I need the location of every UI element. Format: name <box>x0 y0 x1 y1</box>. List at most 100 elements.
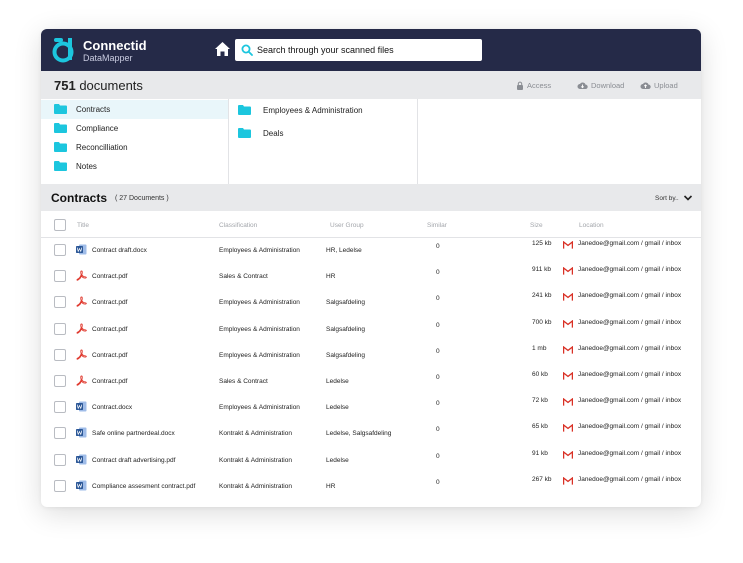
word-file-icon <box>76 427 87 438</box>
folder-employees-administration[interactable]: Employees & Administration <box>229 101 417 120</box>
upload-label: Upload <box>654 81 678 90</box>
row-checkbox[interactable] <box>54 270 66 283</box>
documents-bar: 751 documents Access Download Upload <box>41 71 701 99</box>
gmail-icon <box>563 293 573 302</box>
table-row[interactable]: Contract.docx Employees & Administration L… <box>41 394 701 420</box>
folder-icon <box>54 142 67 152</box>
file-title[interactable]: Contract.docx <box>92 404 133 412</box>
gmail-icon <box>563 424 573 433</box>
file-user-group: Salgsafdeling <box>326 299 366 307</box>
upload-button[interactable]: Upload <box>640 81 678 90</box>
folder-label: Employees & Administration <box>263 106 363 115</box>
file-size: 60 kb <box>532 370 548 378</box>
brand: Connectid DataMapper <box>83 39 147 63</box>
file-size: 91 kb <box>532 449 548 457</box>
folder-compliance[interactable]: Compliance <box>41 119 228 138</box>
connectid-logo-icon <box>52 38 74 63</box>
file-location: Janedoe@gmail.com / gmail / inbox <box>578 266 682 274</box>
file-title[interactable]: Compliance assesment contract.pdf <box>92 482 196 490</box>
file-title[interactable]: Safe online partnerdeal.docx <box>92 430 175 438</box>
row-checkbox[interactable] <box>54 401 66 414</box>
row-checkbox[interactable] <box>54 348 66 361</box>
table-row[interactable]: Contract.pdf Employees & Administration Sa… <box>41 342 701 368</box>
table-row[interactable]: Contract draft advertising.pdf Kontrakt &… <box>41 447 701 473</box>
folder-label: Notes <box>76 162 97 171</box>
folder-icon <box>54 104 67 114</box>
row-checkbox[interactable] <box>54 479 66 492</box>
table-row[interactable]: Contract.pdf Employees & Administration Sa… <box>41 289 701 315</box>
folder-column-1: Contracts Compliance Reconcilliation Not… <box>41 99 228 184</box>
home-icon[interactable] <box>214 41 231 58</box>
folder-contracts[interactable]: Contracts <box>41 100 228 119</box>
table-row[interactable]: Contract.pdf Sales & Contract HR 0 911 kb Jan… <box>41 263 701 289</box>
file-similar: 0 <box>436 321 440 329</box>
file-location: Janedoe@gmail.com / gmail / inbox <box>578 449 682 457</box>
table-row[interactable]: Contract.pdf Employees & Administration Sa… <box>41 316 701 342</box>
file-title[interactable]: Contract.pdf <box>92 377 128 385</box>
column-location[interactable]: Location <box>579 222 604 229</box>
file-similar: 0 <box>436 269 440 277</box>
folder-icon <box>54 123 67 133</box>
gmail-icon <box>563 476 573 485</box>
file-title[interactable]: Contract draft.docx <box>92 247 147 254</box>
file-classification: Sales & Contract <box>219 377 268 385</box>
column-user-group[interactable]: User Group <box>330 222 364 229</box>
table-row[interactable]: Contract draft.docx Employees & Administr… <box>41 237 701 263</box>
download-button[interactable]: Download <box>577 81 624 90</box>
file-title[interactable]: Contract.pdf <box>92 273 128 281</box>
file-location: Janedoe@gmail.com / gmail / inbox <box>578 397 682 405</box>
file-similar: 0 <box>436 295 440 303</box>
table-row[interactable]: Compliance assesment contract.pdf Kontrak… <box>41 473 701 499</box>
row-checkbox[interactable] <box>54 374 66 387</box>
file-user-group: Ledelse, Salgsafdeling <box>326 430 392 438</box>
row-checkbox[interactable] <box>54 427 66 440</box>
gmail-icon <box>563 241 573 249</box>
file-size: 1 mb <box>532 344 547 352</box>
row-checkbox[interactable] <box>54 322 66 335</box>
select-all-checkbox[interactable] <box>54 219 66 231</box>
folder-column-2: Employees & Administration Deals <box>228 99 418 184</box>
sort-dropdown[interactable]: Sort by.. <box>655 195 679 202</box>
file-user-group: Ledelse <box>326 377 349 385</box>
pdf-file-icon <box>76 296 87 308</box>
column-similar[interactable]: Similar <box>427 222 447 229</box>
file-title[interactable]: Contract.pdf <box>92 351 128 359</box>
gmail-icon <box>563 267 573 276</box>
file-title[interactable]: Contract.pdf <box>92 299 128 307</box>
row-checkbox[interactable] <box>54 296 66 309</box>
table-row[interactable]: Contract.pdf Sales & Contract Ledelse 0 60 k… <box>41 368 701 394</box>
column-size[interactable]: Size <box>530 222 543 229</box>
access-button[interactable]: Access <box>516 81 551 90</box>
file-classification: Sales & Contract <box>219 273 268 281</box>
file-title[interactable]: Contract draft advertising.pdf <box>92 456 176 464</box>
folder-panel: Contracts Compliance Reconcilliation Not… <box>41 99 701 184</box>
file-classification: Employees & Administration <box>219 299 300 307</box>
folder-notes[interactable]: Notes <box>41 157 228 176</box>
file-title[interactable]: Contract.pdf <box>92 325 128 333</box>
file-classification: Employees & Administration <box>219 247 300 254</box>
file-location: Janedoe@gmail.com / gmail / inbox <box>578 423 682 431</box>
search-bar[interactable] <box>235 39 482 61</box>
folder-label: Contracts <box>76 105 111 114</box>
row-checkbox[interactable] <box>54 244 66 256</box>
file-user-group: Salgsafdeling <box>326 325 366 333</box>
file-similar: 0 <box>436 478 440 486</box>
search-input[interactable] <box>257 39 477 61</box>
file-size: 125 kb <box>532 240 552 247</box>
file-size: 267 kb <box>532 475 552 483</box>
chevron-down-icon[interactable] <box>683 194 693 202</box>
column-classification[interactable]: Classification <box>219 222 258 229</box>
column-title[interactable]: Title <box>77 222 90 229</box>
folder-deals[interactable]: Deals <box>229 124 417 143</box>
file-location: Janedoe@gmail.com / gmail / inbox <box>578 475 682 483</box>
file-size: 241 kb <box>532 292 552 300</box>
table-row[interactable]: Safe online partnerdeal.docx Kontrakt & A… <box>41 420 701 446</box>
app-subtitle: DataMapper <box>83 53 133 63</box>
folder-reconcilliation[interactable]: Reconcilliation <box>41 138 228 157</box>
table-header: Title Classification User Group Similar … <box>41 211 701 238</box>
table-body: Contract draft.docx Employees & Administr… <box>41 237 701 499</box>
file-location: Janedoe@gmail.com / gmail / inbox <box>578 292 682 300</box>
row-checkbox[interactable] <box>54 453 66 466</box>
file-user-group: HR <box>326 482 336 490</box>
gmail-icon <box>563 319 573 328</box>
